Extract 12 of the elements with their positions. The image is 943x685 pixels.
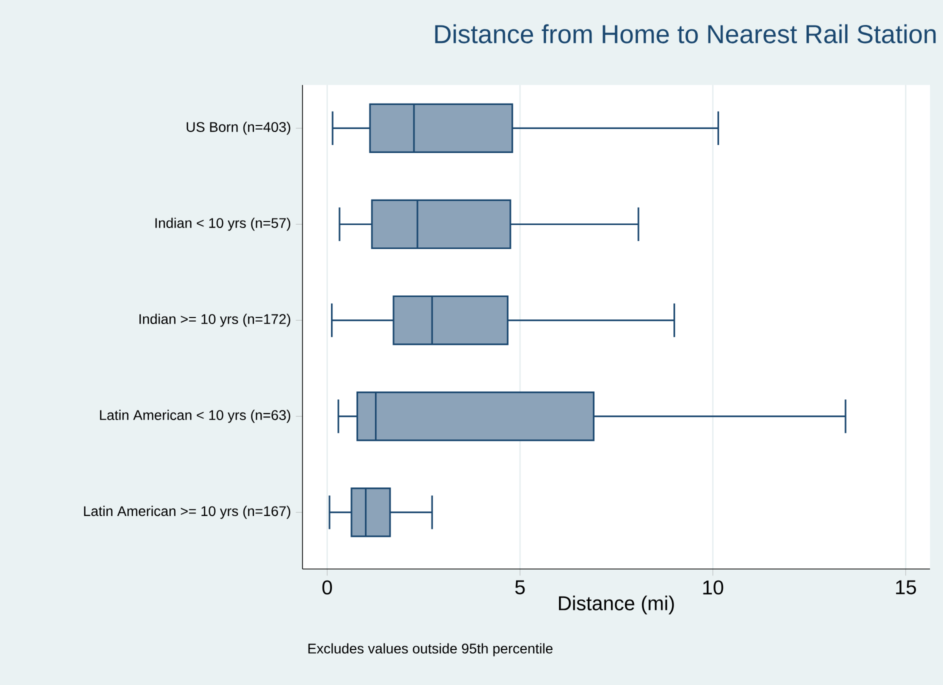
y-tick-label: Latin American < 10 yrs (n=63) bbox=[100, 410, 290, 423]
y-tick-label: Indian >= 10 yrs (n=172) bbox=[139, 314, 290, 327]
x-axis-title: Distance (mi) bbox=[558, 596, 674, 614]
text: Excludes values outside 95th percentile bbox=[308, 643, 553, 656]
chart-title: Distance from Home to Nearest Rail Station bbox=[435, 24, 936, 44]
y-tick-label: US Born (n=403) bbox=[186, 122, 290, 135]
y-tick-label: Indian < 10 yrs (n=57) bbox=[155, 218, 290, 231]
x-tick-label: 15 bbox=[896, 580, 916, 594]
x-tick-label: 5 bbox=[515, 580, 525, 594]
x-tick-label: 0 bbox=[322, 580, 332, 595]
y-tick-label: Latin American >= 10 yrs (n=167) bbox=[84, 506, 290, 519]
x-tick-label: 10 bbox=[703, 580, 724, 595]
